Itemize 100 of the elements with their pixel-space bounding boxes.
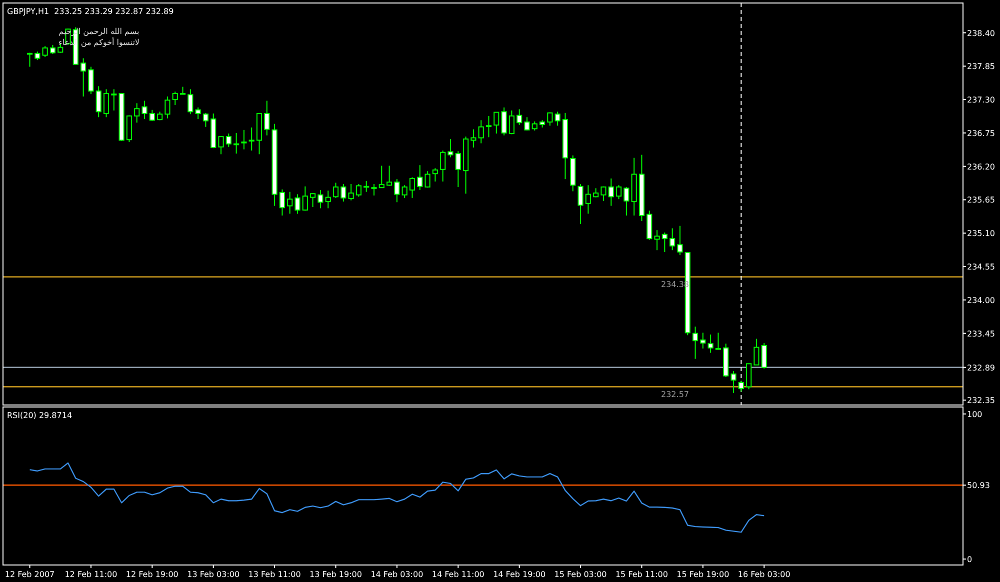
candlestick xyxy=(692,326,698,360)
y-tick-label: 232.89 xyxy=(967,363,995,372)
candlestick xyxy=(318,190,324,209)
x-tick-label: 14 Feb 19:00 xyxy=(493,570,546,579)
y-tick-label: 234.55 xyxy=(967,262,995,272)
candlestick xyxy=(654,230,660,251)
candlestick xyxy=(547,112,553,126)
candlestick xyxy=(448,138,454,158)
candlestick xyxy=(226,133,232,148)
candlestick xyxy=(248,126,254,152)
candlestick xyxy=(730,370,736,394)
candlestick xyxy=(754,338,760,366)
candlestick xyxy=(348,183,354,201)
candlestick xyxy=(149,109,155,122)
text: RSI(20) 29.8714 xyxy=(7,411,72,420)
candlestick xyxy=(455,150,461,188)
x-tick-label: 12 Feb 19:00 xyxy=(126,570,178,579)
candlestick xyxy=(554,111,560,126)
candlestick xyxy=(494,112,500,134)
candlestick xyxy=(670,228,676,251)
x-tick-label: 14 Feb 11:00 xyxy=(432,570,484,579)
ref-line-label: 232.57 xyxy=(661,390,689,399)
candlestick xyxy=(294,194,300,214)
candlestick xyxy=(195,106,201,120)
x-tick-label: 12 Feb 11:00 xyxy=(64,570,118,579)
candlestick xyxy=(432,168,438,182)
candlestick xyxy=(371,183,377,196)
candlestick xyxy=(96,86,102,118)
candlestick xyxy=(470,128,476,148)
candlestick xyxy=(616,184,622,200)
line-series xyxy=(29,462,765,533)
candlestick xyxy=(409,176,416,198)
candlestick xyxy=(126,114,132,143)
candlestick xyxy=(424,170,430,188)
y-tick-label: 50.93 xyxy=(967,481,990,490)
y-tick-label: 236.20 xyxy=(967,162,995,172)
x-tick-label: 14 Feb 03:00 xyxy=(370,570,424,579)
candlestick xyxy=(164,96,170,119)
y-tick-label: 234.00 xyxy=(967,296,995,305)
candlestick xyxy=(715,332,722,350)
candlestick xyxy=(172,91,178,106)
candlestick xyxy=(356,183,362,198)
candlestick xyxy=(624,186,630,216)
candlestick xyxy=(325,190,331,209)
candlestick xyxy=(378,165,384,188)
candlestick xyxy=(440,150,446,182)
candlestick xyxy=(310,192,316,208)
candlestick xyxy=(50,44,56,55)
candlestick xyxy=(279,188,285,216)
y-tick-label: 100 xyxy=(967,410,982,419)
candlestick xyxy=(394,178,400,203)
x-tick-label: 13 Feb 11:00 xyxy=(248,570,301,579)
y-tick-label: 235.65 xyxy=(967,196,995,205)
y-tick-label: 237.30 xyxy=(967,96,995,105)
y-tick-label: 235.10 xyxy=(967,229,995,238)
candlestick xyxy=(417,164,423,191)
candlestick xyxy=(585,184,591,214)
candlestick xyxy=(478,120,484,144)
candlestick xyxy=(700,332,706,350)
candlestick xyxy=(234,132,240,154)
y-tick-label: 237.85 xyxy=(967,62,995,72)
candlestick xyxy=(662,232,668,252)
candlestick xyxy=(486,115,492,138)
candlestick xyxy=(593,188,599,198)
candlestick xyxy=(761,342,767,370)
y-tick-label: 233.45 xyxy=(967,329,995,338)
candlestick xyxy=(218,135,224,155)
candlestick xyxy=(302,186,308,212)
candlestick xyxy=(80,58,86,98)
candlestick xyxy=(532,120,538,132)
candlestick xyxy=(287,191,293,214)
candlestick xyxy=(708,334,714,354)
candlestick xyxy=(332,182,339,198)
candlestick xyxy=(188,88,194,115)
candlestick xyxy=(111,88,117,111)
text: GBPJPY,H1 233.25 233.29 232.87 232.89 xyxy=(7,7,174,16)
candlestick xyxy=(142,100,148,120)
candlestick xyxy=(516,108,522,126)
candlestick xyxy=(264,100,270,136)
candlestick xyxy=(386,165,392,186)
x-tick-label: 13 Feb 03:00 xyxy=(187,570,240,579)
candlestick xyxy=(88,66,94,95)
candlestick xyxy=(364,180,370,192)
x-tick-label: 12 Feb 2007 xyxy=(4,570,55,579)
candlestick xyxy=(524,116,530,132)
x-tick-label: 15 Feb 11:00 xyxy=(615,570,668,579)
candlestick xyxy=(103,88,110,118)
candlestick xyxy=(677,225,683,256)
candlestick xyxy=(508,110,514,135)
y-tick-label: 238.40 xyxy=(967,28,995,38)
candlestick xyxy=(241,129,247,150)
candlestick xyxy=(578,183,584,225)
candlestick xyxy=(42,46,48,58)
candlestick xyxy=(26,52,33,68)
y-tick-label: 0 xyxy=(967,555,972,564)
candlestick xyxy=(202,112,209,128)
candlestick xyxy=(608,178,614,206)
candlestick xyxy=(746,363,752,390)
y-tick-label: 232.35 xyxy=(967,396,995,406)
candlestick xyxy=(340,183,346,202)
